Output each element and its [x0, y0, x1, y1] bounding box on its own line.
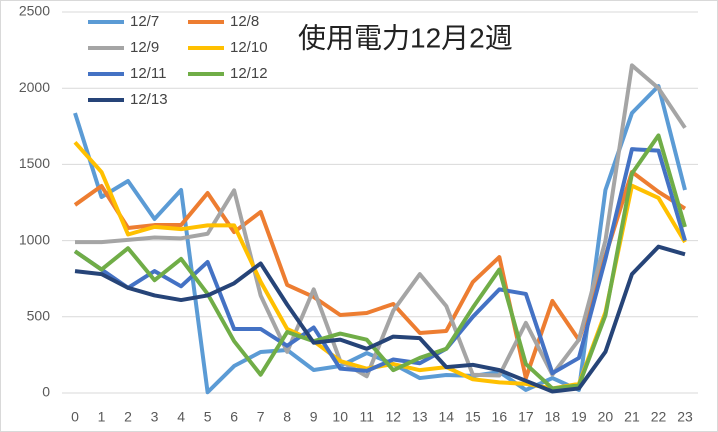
y-tick-label: 1500	[19, 155, 50, 171]
legend-label: 12/13	[130, 91, 168, 108]
legend-label: 12/8	[230, 13, 259, 30]
x-tick-label: 17	[518, 409, 534, 425]
x-tick-label: 4	[177, 409, 185, 425]
legend-label: 12/12	[230, 65, 268, 82]
x-tick-label: 16	[492, 409, 508, 425]
x-tick-label: 1	[98, 409, 106, 425]
x-tick-label: 11	[359, 409, 374, 425]
x-tick-label: 21	[624, 409, 640, 425]
series-line	[74, 244, 686, 394]
y-tick-label: 2500	[19, 3, 50, 19]
x-tick-label: 23	[677, 409, 693, 425]
series-line	[73, 84, 687, 395]
x-tick-label: 13	[412, 409, 428, 425]
series-line	[73, 147, 687, 376]
legend-label: 12/11	[130, 65, 166, 82]
x-tick-label: 12	[385, 409, 401, 425]
x-tick-label: 18	[545, 409, 561, 425]
x-tick-label: 10	[332, 409, 348, 425]
legend-label: 12/10	[230, 39, 268, 56]
y-tick-label: 500	[27, 308, 51, 324]
legend-label: 12/7	[130, 13, 159, 30]
y-tick-label: 1000	[19, 231, 50, 247]
x-tick-label: 2	[124, 409, 132, 425]
x-tick-label: 0	[71, 409, 79, 425]
x-tick-label: 8	[283, 409, 291, 425]
x-tick-label: 3	[151, 409, 159, 425]
legend-label: 12/9	[130, 39, 159, 56]
x-tick-label: 9	[310, 409, 318, 425]
x-tick-label: 15	[465, 409, 481, 425]
x-tick-label: 7	[257, 409, 265, 425]
y-tick-label: 0	[42, 384, 50, 400]
y-tick-label: 2000	[19, 79, 50, 95]
series-line	[73, 133, 687, 391]
x-tick-label: 6	[230, 409, 238, 425]
x-tick-label: 14	[439, 409, 455, 425]
x-tick-label: 22	[651, 409, 667, 425]
x-tick-label: 19	[571, 409, 587, 425]
x-tick-label: 5	[204, 409, 212, 425]
x-tick-label: 20	[598, 409, 614, 425]
chart-title: 使用電力12月2週	[298, 22, 513, 53]
